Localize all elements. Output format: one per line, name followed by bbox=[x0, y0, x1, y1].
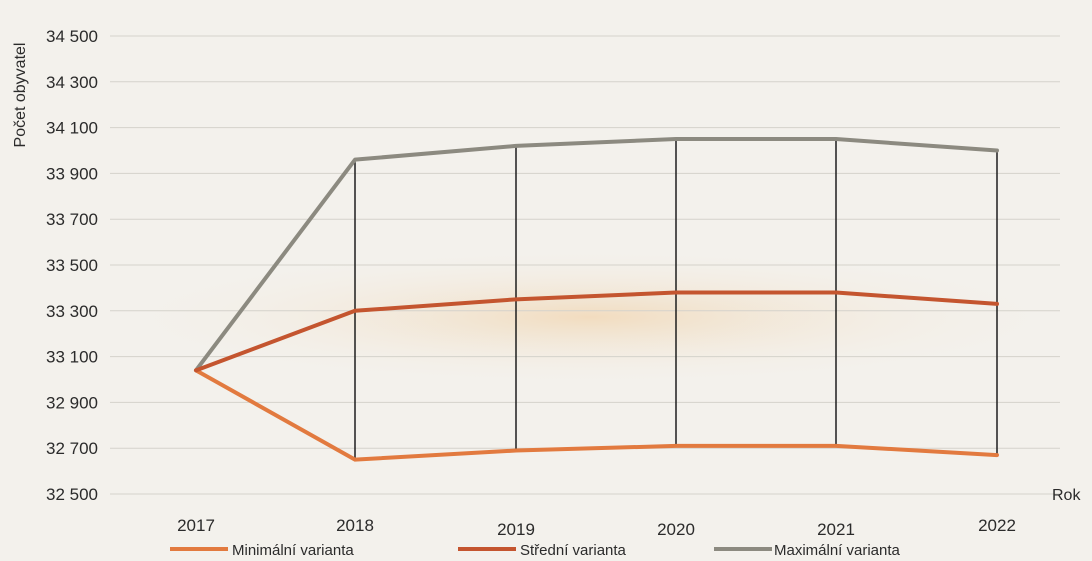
y-tick-label: 33 500 bbox=[46, 256, 98, 275]
series-line-2 bbox=[194, 290, 999, 373]
y-tick-label: 34 300 bbox=[46, 73, 98, 92]
y-axis-title: Počet obyvatel bbox=[12, 43, 29, 148]
y-tick-label: 33 700 bbox=[46, 210, 98, 229]
x-tick-label: 2018 bbox=[336, 516, 374, 535]
y-tick-label: 33 300 bbox=[46, 302, 98, 321]
legend-label: Maximální varianta bbox=[774, 542, 901, 559]
y-tick-label: 32 900 bbox=[46, 393, 98, 412]
y-tick-label: 32 700 bbox=[46, 439, 98, 458]
legend: Minimální varianta Střední varianta Maximá… bbox=[170, 542, 901, 559]
series-line-3 bbox=[194, 137, 999, 373]
y-tick-label: 32 500 bbox=[46, 485, 98, 504]
y-tick-label: 34 500 bbox=[46, 27, 98, 46]
y-tick-label: 33 100 bbox=[46, 348, 98, 367]
x-tick-label: 2017 bbox=[177, 516, 215, 535]
x-tick-label: 2020 bbox=[657, 520, 695, 539]
legend-label: Střední varianta bbox=[520, 542, 627, 559]
background-glow bbox=[100, 240, 1080, 380]
legend-label: Minimální varianta bbox=[232, 542, 354, 559]
y-tick-label: 34 100 bbox=[46, 119, 98, 138]
x-tick-label: 2021 bbox=[817, 520, 855, 539]
x-tick-label: 2019 bbox=[497, 520, 535, 539]
x-tick-label: 2022 bbox=[978, 516, 1016, 535]
series-line-1 bbox=[194, 368, 999, 462]
y-tick-label: 33 900 bbox=[46, 164, 98, 183]
x-axis-title: Rok bbox=[1052, 487, 1081, 504]
